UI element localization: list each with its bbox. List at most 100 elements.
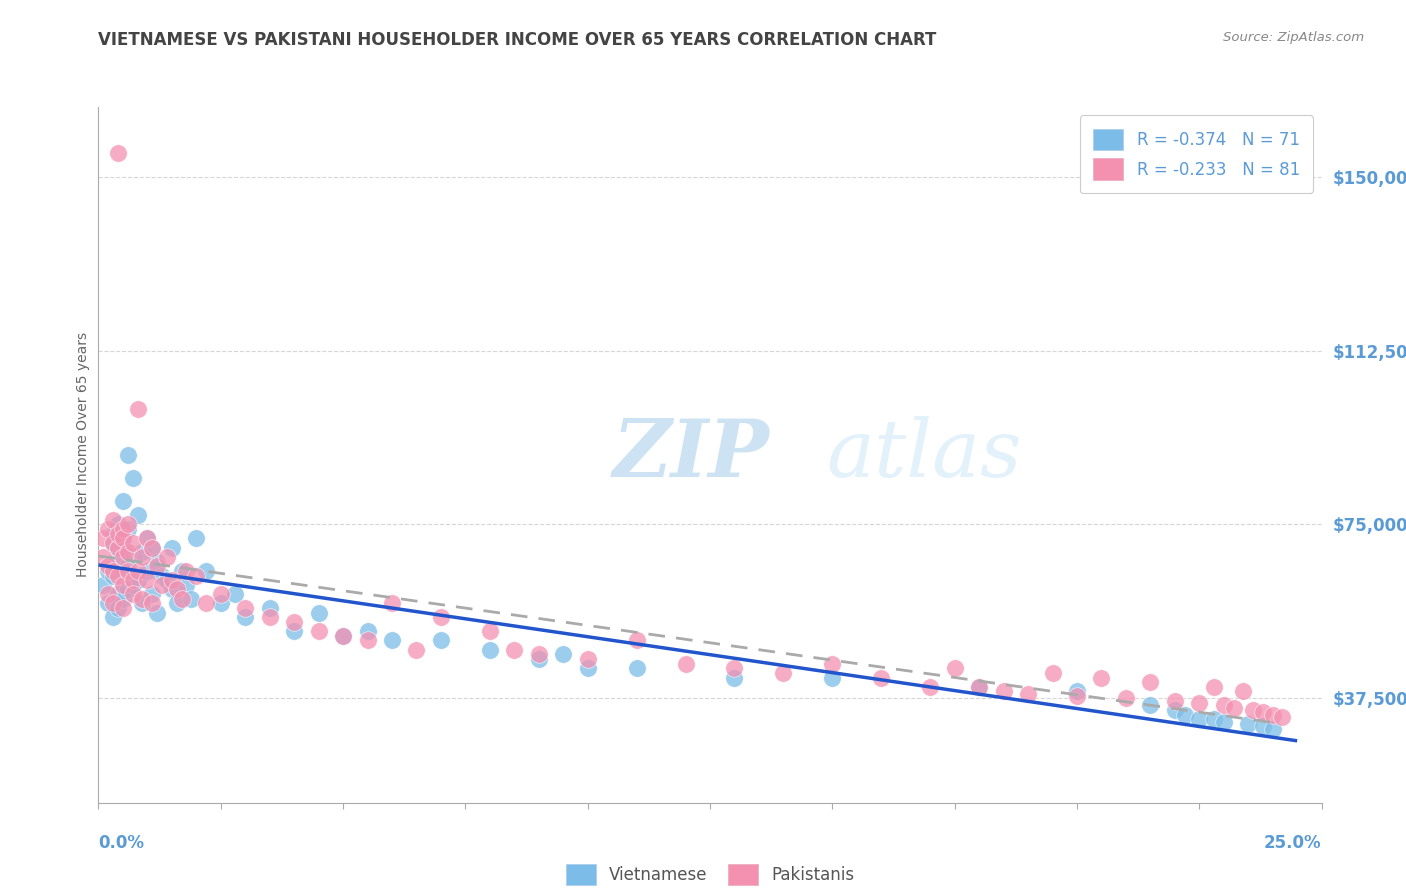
Point bbox=[117, 545, 139, 559]
Point bbox=[127, 508, 149, 523]
Point bbox=[91, 578, 114, 592]
Point bbox=[146, 559, 169, 574]
Point bbox=[117, 517, 139, 532]
Point bbox=[117, 448, 139, 462]
Point bbox=[150, 568, 173, 582]
Point bbox=[121, 536, 143, 550]
Point bbox=[308, 606, 330, 620]
Point bbox=[111, 494, 134, 508]
Point bbox=[1164, 694, 1187, 708]
Text: atlas: atlas bbox=[827, 417, 1022, 493]
Point bbox=[107, 601, 129, 615]
Point bbox=[180, 591, 202, 606]
Point bbox=[166, 596, 188, 610]
Point bbox=[1066, 684, 1088, 698]
Point bbox=[209, 596, 232, 610]
Point bbox=[1066, 689, 1088, 703]
Point bbox=[121, 587, 143, 601]
Point bbox=[993, 684, 1015, 698]
Point bbox=[101, 536, 124, 550]
Point bbox=[146, 555, 169, 569]
Point bbox=[1251, 706, 1274, 720]
Point bbox=[111, 532, 134, 546]
Point bbox=[160, 582, 183, 597]
Point bbox=[1139, 675, 1161, 690]
Point bbox=[136, 573, 159, 587]
Point bbox=[1188, 696, 1211, 710]
Point bbox=[141, 587, 163, 601]
Point bbox=[259, 610, 281, 624]
Point bbox=[1232, 684, 1254, 698]
Point bbox=[101, 526, 124, 541]
Point bbox=[920, 680, 942, 694]
Point bbox=[723, 661, 745, 675]
Point bbox=[101, 596, 124, 610]
Point bbox=[170, 564, 193, 578]
Point bbox=[772, 665, 794, 680]
Point bbox=[127, 564, 149, 578]
Point bbox=[1251, 719, 1274, 733]
Point bbox=[870, 671, 893, 685]
Point bbox=[576, 652, 599, 666]
Point bbox=[381, 596, 404, 610]
Point bbox=[156, 549, 179, 564]
Point bbox=[1164, 703, 1187, 717]
Point bbox=[117, 564, 139, 578]
Point bbox=[186, 532, 208, 546]
Point bbox=[131, 591, 153, 606]
Legend: Vietnamese, Pakistanis: Vietnamese, Pakistanis bbox=[560, 857, 860, 892]
Point bbox=[943, 661, 966, 675]
Point bbox=[1115, 691, 1137, 706]
Point bbox=[1212, 714, 1234, 729]
Point bbox=[356, 633, 378, 648]
Point bbox=[1261, 722, 1284, 736]
Point bbox=[1174, 707, 1197, 722]
Text: Source: ZipAtlas.com: Source: ZipAtlas.com bbox=[1223, 31, 1364, 45]
Point bbox=[101, 610, 124, 624]
Point bbox=[553, 648, 575, 662]
Point bbox=[166, 582, 188, 597]
Point bbox=[1212, 698, 1234, 713]
Point bbox=[478, 624, 501, 639]
Point bbox=[1090, 671, 1112, 685]
Point bbox=[626, 633, 648, 648]
Point bbox=[146, 606, 169, 620]
Point bbox=[111, 541, 134, 555]
Point bbox=[107, 549, 129, 564]
Point bbox=[283, 615, 305, 629]
Point bbox=[107, 146, 129, 161]
Y-axis label: Householder Income Over 65 years: Householder Income Over 65 years bbox=[76, 333, 90, 577]
Point bbox=[111, 564, 134, 578]
Point bbox=[107, 587, 129, 601]
Point bbox=[160, 573, 183, 587]
Point bbox=[967, 680, 990, 694]
Point bbox=[967, 680, 990, 694]
Point bbox=[821, 657, 844, 671]
Point bbox=[121, 578, 143, 592]
Point bbox=[332, 629, 354, 643]
Point bbox=[101, 513, 124, 527]
Point bbox=[107, 526, 129, 541]
Point bbox=[1042, 665, 1064, 680]
Point bbox=[121, 549, 143, 564]
Point bbox=[127, 401, 149, 416]
Point bbox=[156, 573, 179, 587]
Point bbox=[170, 591, 193, 606]
Point bbox=[111, 522, 134, 536]
Point bbox=[121, 573, 143, 587]
Point bbox=[1241, 703, 1264, 717]
Point bbox=[111, 578, 134, 592]
Point bbox=[405, 642, 427, 657]
Point bbox=[430, 610, 453, 624]
Point bbox=[107, 517, 129, 532]
Text: 25.0%: 25.0% bbox=[1264, 834, 1322, 852]
Point bbox=[136, 532, 159, 546]
Point bbox=[111, 532, 134, 546]
Point bbox=[131, 596, 153, 610]
Point bbox=[356, 624, 378, 639]
Point bbox=[576, 661, 599, 675]
Point bbox=[97, 522, 120, 536]
Point bbox=[381, 633, 404, 648]
Point bbox=[97, 564, 120, 578]
Point bbox=[141, 541, 163, 555]
